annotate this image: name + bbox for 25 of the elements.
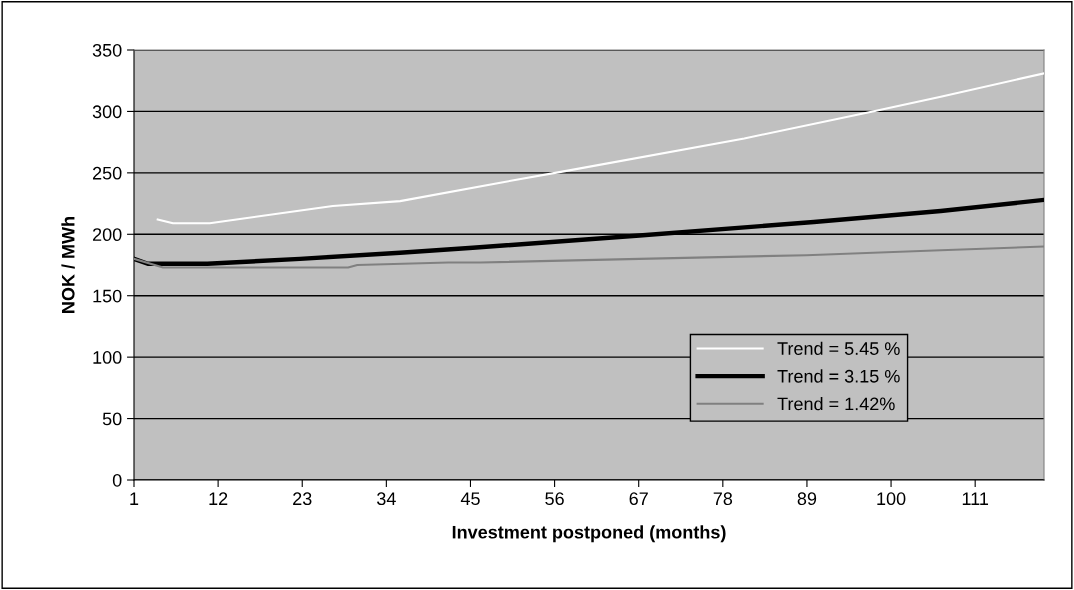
x-tick-label: 45 xyxy=(460,492,480,506)
x-tick-label: 56 xyxy=(545,492,564,506)
x-tick-label: 67 xyxy=(629,492,648,506)
x-tick-label: 12 xyxy=(209,492,228,505)
line-series xyxy=(156,72,1044,225)
legend-label: Trend = 1.42% xyxy=(777,397,895,411)
y-axis-title: NOK / MWh xyxy=(61,216,75,313)
legend-label: Trend = 3.15 % xyxy=(777,369,900,383)
x-tick-label: 78 xyxy=(713,492,733,506)
x-tick-label: 111 xyxy=(962,492,989,505)
y-tick-label: 50 xyxy=(102,412,122,426)
y-tick-label: 0 xyxy=(112,473,122,487)
x-tick-label: 23 xyxy=(293,492,312,506)
x-tick-label: 34 xyxy=(377,492,396,506)
y-tick-label: 250 xyxy=(92,166,122,180)
legend-label: Trend = 5.45 % xyxy=(777,341,900,355)
y-tick-label: 300 xyxy=(92,105,122,119)
y-tick-label: 150 xyxy=(93,289,122,303)
y-tick-label: 100 xyxy=(93,351,122,364)
x-tick-label: 100 xyxy=(877,492,906,506)
x-axis-title: Investment postponed (months) xyxy=(452,525,726,543)
x-tick-label: 1 xyxy=(130,492,139,505)
y-tick-label: 200 xyxy=(92,228,122,242)
y-tick-label: 350 xyxy=(92,43,122,57)
x-tick-label: 89 xyxy=(797,492,817,506)
